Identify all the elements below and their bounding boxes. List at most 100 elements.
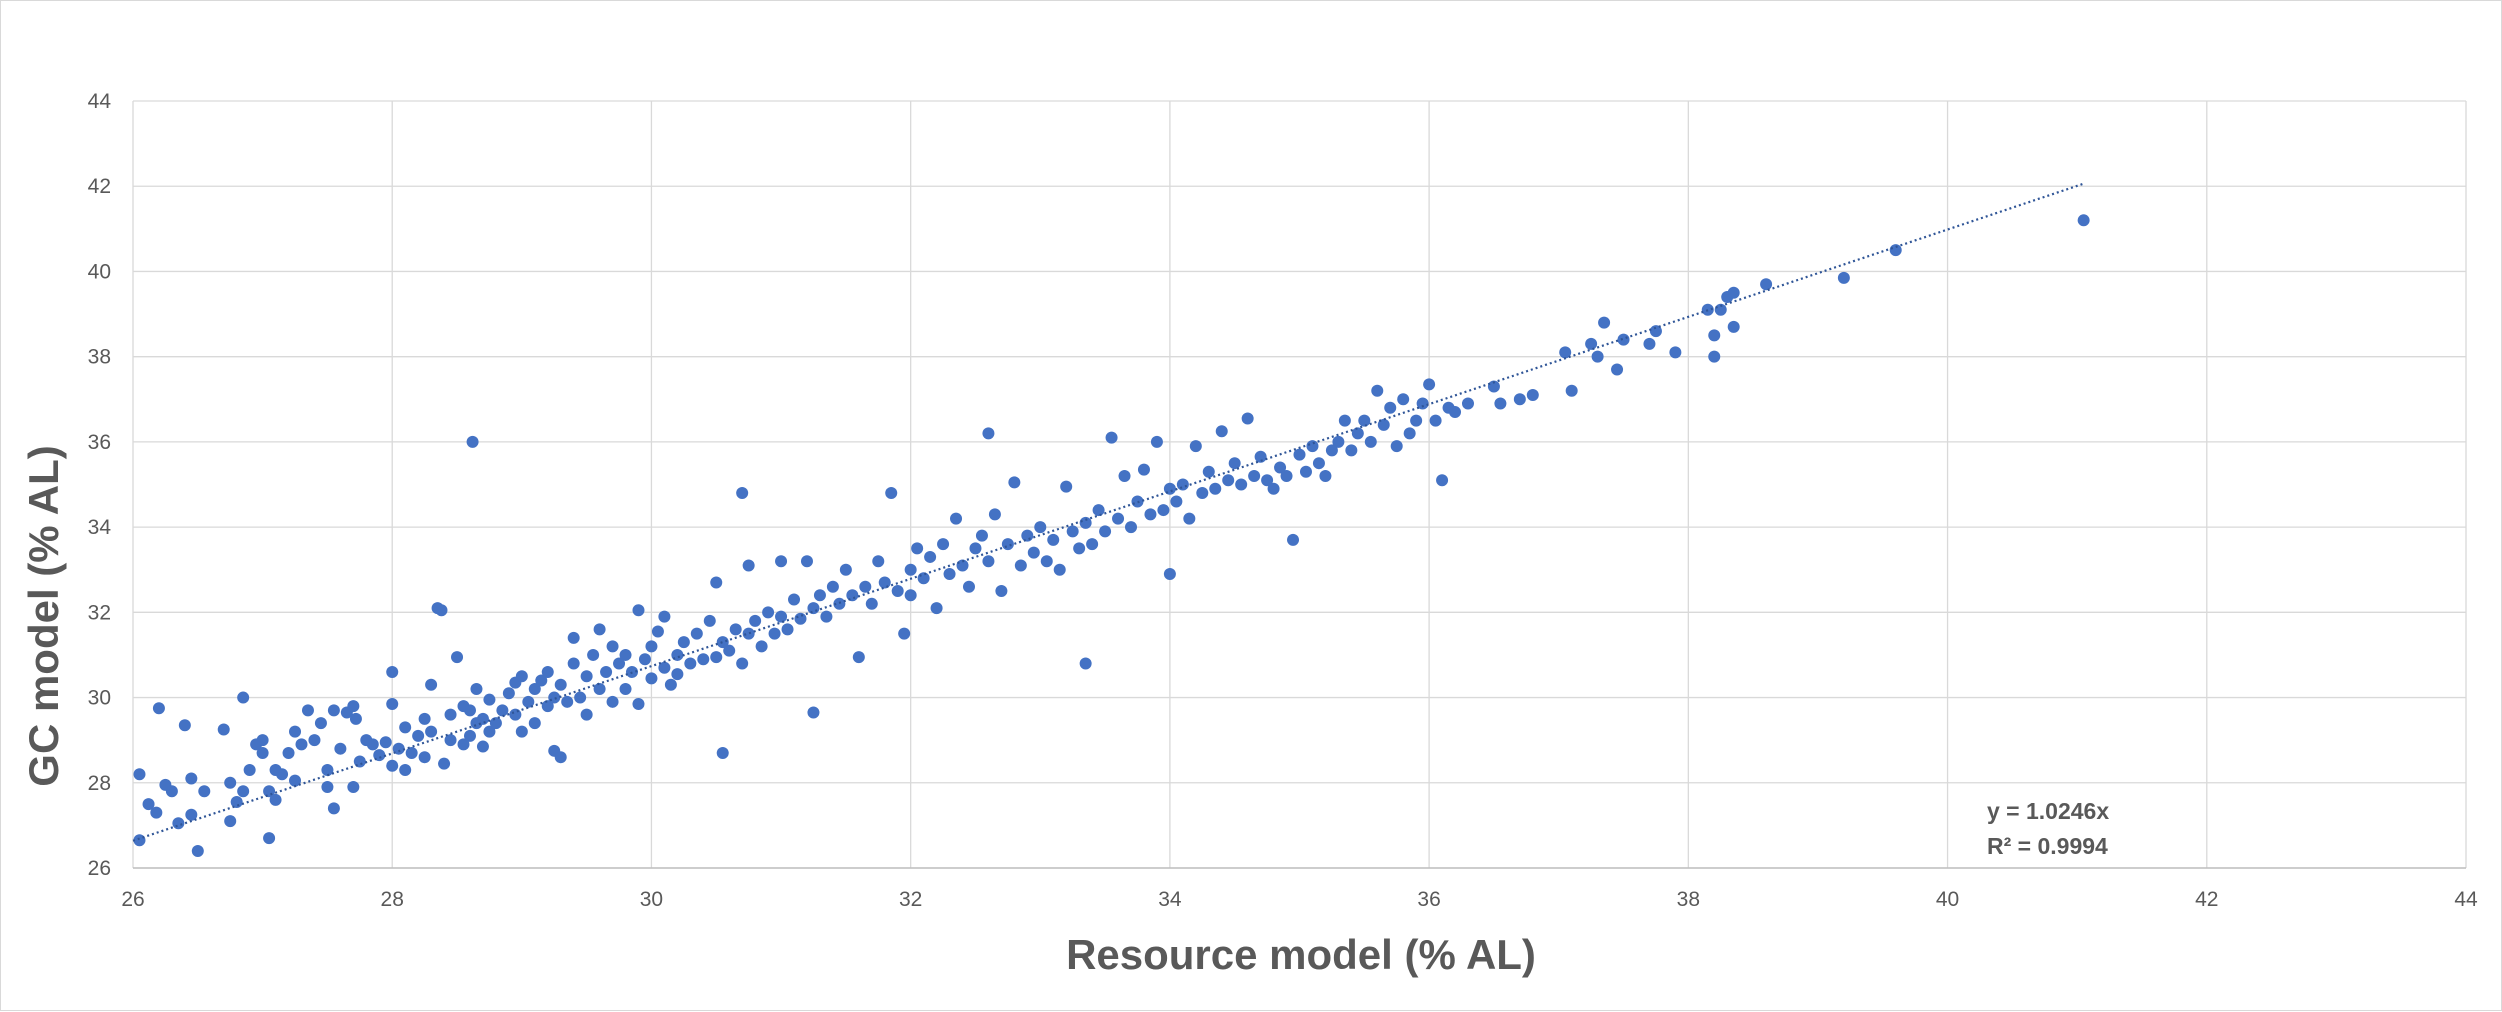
data-point <box>321 781 334 794</box>
data-point <box>567 657 580 670</box>
data-point <box>1254 450 1267 463</box>
data-point <box>917 572 930 585</box>
data-point <box>515 725 528 738</box>
y-tick-label: 34 <box>88 516 112 539</box>
data-point <box>412 729 425 742</box>
data-point <box>677 636 690 649</box>
data-point <box>1001 538 1014 551</box>
data-point <box>1163 567 1176 580</box>
data-point <box>1598 316 1611 329</box>
data-point <box>133 768 146 781</box>
data-point <box>1714 303 1727 316</box>
data-point <box>911 542 924 555</box>
x-tick-label: 38 <box>1677 888 1700 911</box>
data-point <box>185 808 198 821</box>
data-point <box>956 559 969 572</box>
data-point <box>1287 533 1300 546</box>
data-point <box>1565 384 1578 397</box>
data-point <box>904 563 917 576</box>
data-point <box>1267 482 1280 495</box>
data-point <box>859 580 872 593</box>
data-point <box>1332 435 1345 448</box>
data-point <box>451 651 464 664</box>
trendline-group <box>132 182 2084 842</box>
data-point <box>1209 482 1222 495</box>
data-point <box>898 627 911 640</box>
data-point <box>587 648 600 661</box>
data-point <box>1416 397 1429 410</box>
data-point <box>178 719 191 732</box>
data-point <box>1649 325 1662 338</box>
data-point <box>775 610 788 623</box>
data-point <box>1118 469 1131 482</box>
data-point <box>839 563 852 576</box>
data-point <box>263 832 276 845</box>
data-point <box>1325 444 1338 457</box>
data-point <box>1099 525 1112 538</box>
data-point <box>632 697 645 710</box>
data-point <box>606 695 619 708</box>
data-point <box>813 589 826 602</box>
data-point <box>2077 214 2090 227</box>
data-point <box>729 623 742 636</box>
data-point <box>496 704 509 717</box>
data-point <box>295 738 308 751</box>
data-point <box>1248 469 1261 482</box>
data-point <box>1494 397 1507 410</box>
data-point <box>580 670 593 683</box>
data-point <box>150 806 163 819</box>
data-point <box>1150 435 1163 448</box>
data-point <box>172 817 185 830</box>
data-point <box>392 742 405 755</box>
data-point <box>470 683 483 696</box>
data-point <box>930 602 943 615</box>
data-point <box>483 693 496 706</box>
data-point <box>943 567 956 580</box>
data-point <box>418 751 431 764</box>
data-point <box>1371 384 1384 397</box>
x-tick-label: 36 <box>1417 888 1440 911</box>
data-point <box>1429 414 1442 427</box>
data-point <box>1196 487 1209 500</box>
data-point <box>237 691 250 704</box>
data-point <box>444 734 457 747</box>
data-point <box>703 614 716 627</box>
data-point <box>697 653 710 666</box>
data-point <box>982 555 995 568</box>
data-point <box>1837 271 1850 284</box>
data-point <box>775 555 788 568</box>
data-point <box>1617 333 1630 346</box>
data-point <box>1157 504 1170 517</box>
data-point <box>289 725 302 738</box>
data-point <box>664 678 677 691</box>
data-point <box>152 702 165 715</box>
data-point <box>1027 546 1040 559</box>
data-point <box>1183 512 1196 525</box>
data-point <box>1351 427 1364 440</box>
data-point <box>444 708 457 721</box>
data-point <box>386 759 399 772</box>
data-point <box>995 585 1008 598</box>
data-point <box>314 717 327 730</box>
data-point <box>1591 350 1604 363</box>
data-point <box>716 636 729 649</box>
data-point <box>1669 346 1682 359</box>
data-point <box>1060 480 1073 493</box>
data-point <box>742 627 755 640</box>
data-point <box>541 665 554 678</box>
data-point <box>1403 427 1416 440</box>
data-point <box>561 695 574 708</box>
y-tick-label: 36 <box>88 431 111 454</box>
data-point <box>165 785 178 798</box>
data-point <box>606 640 619 653</box>
data-point <box>548 691 561 704</box>
data-point <box>937 538 950 551</box>
data-point <box>425 725 438 738</box>
data-point <box>1086 538 1099 551</box>
y-axis-title: GC model (% AL) <box>20 445 67 786</box>
data-point <box>619 648 632 661</box>
data-point <box>1449 406 1462 419</box>
data-point <box>969 542 982 555</box>
data-point <box>425 678 438 691</box>
data-point <box>528 717 541 730</box>
